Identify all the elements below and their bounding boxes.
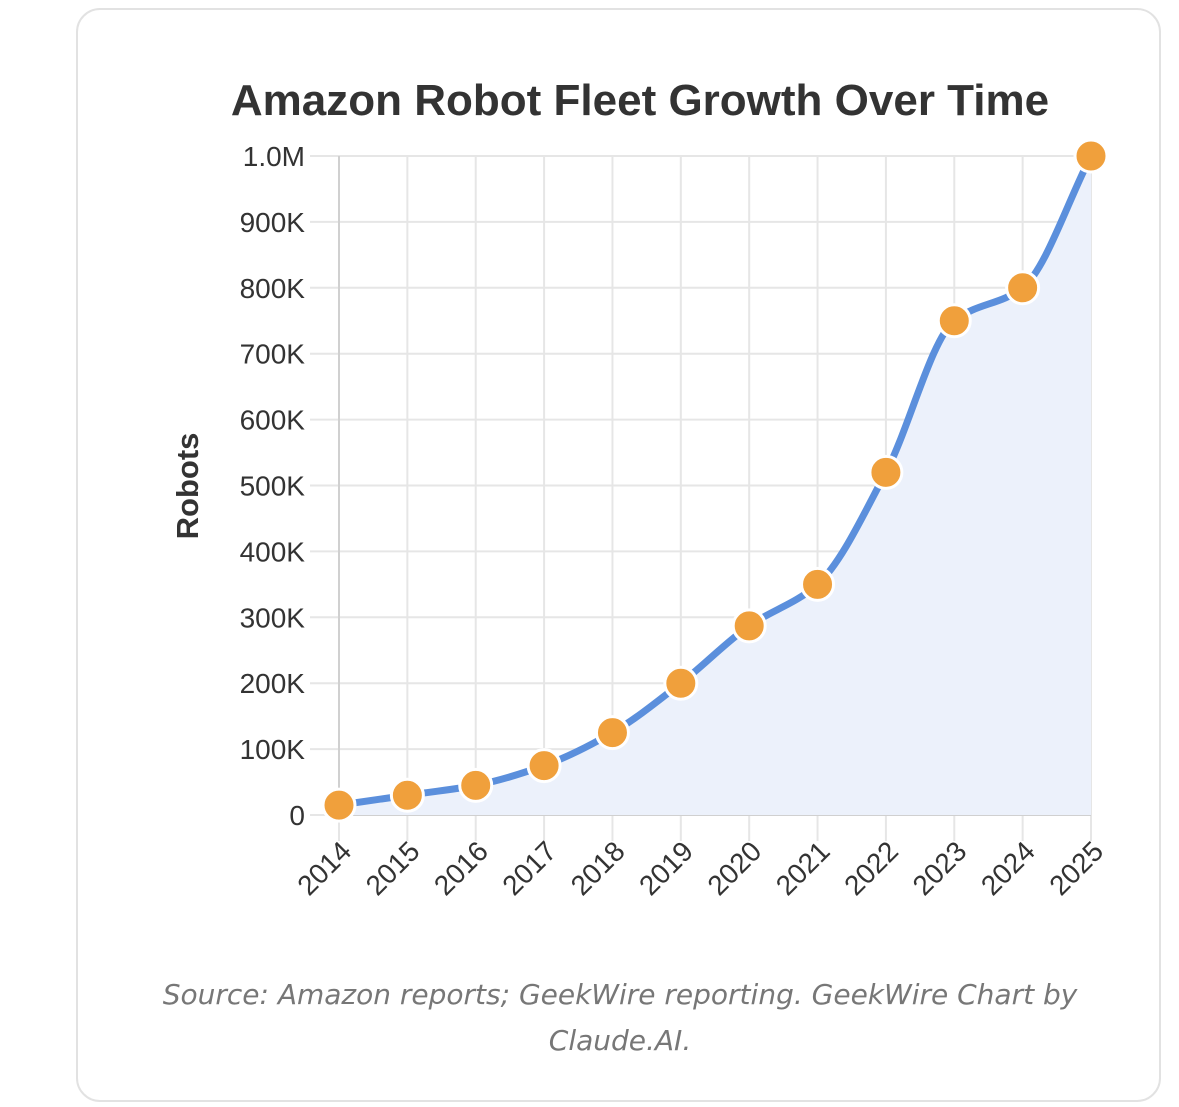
y-tick-label: 400K — [240, 536, 306, 567]
data-point-2021 — [800, 566, 836, 602]
y-tick-label: 0 — [289, 800, 305, 831]
y-tick-label: 100K — [240, 734, 306, 765]
data-point-2018 — [594, 715, 630, 751]
y-tick-label: 600K — [240, 405, 306, 436]
source-note: Source: Amazon reports; GeekWire reporti… — [162, 978, 1078, 1057]
data-point-2014 — [321, 787, 357, 823]
data-point-2017 — [526, 748, 562, 784]
x-tick-label: 2021 — [770, 835, 836, 901]
data-point-2019 — [663, 665, 699, 701]
y-tick-label: 1.0M — [243, 141, 305, 172]
data-point-2023 — [936, 303, 972, 339]
x-tick-label: 2023 — [907, 835, 973, 901]
area-fill — [339, 156, 1091, 815]
x-tick-label: 2018 — [565, 835, 631, 901]
x-tick-label: 2014 — [291, 835, 357, 901]
y-tick-labels: 0 100K 200K 300K 400K 500K 600K 700K 800K 900K 1.0… — [240, 141, 306, 831]
y-tick-label: 900K — [240, 207, 306, 238]
data-point-2022 — [868, 454, 904, 490]
data-point-2025 — [1073, 138, 1109, 174]
y-tick-label: 800K — [240, 273, 306, 304]
data-point-2016 — [458, 767, 494, 803]
x-tick-label: 2020 — [701, 835, 767, 901]
x-tick-label: 2015 — [360, 835, 426, 901]
x-tick-label: 2019 — [633, 835, 699, 901]
x-tick-label: 2022 — [838, 835, 904, 901]
x-tick-label: 2024 — [975, 835, 1041, 901]
chart-title: Amazon Robot Fleet Growth Over Time — [231, 76, 1049, 125]
y-axis-label: Robots — [170, 433, 205, 540]
x-tick-labels: 2014 2015 2016 2017 2018 2019 2020 2021 2022 2023… — [291, 835, 1109, 901]
data-point-2020 — [731, 608, 767, 644]
y-tick-label: 300K — [240, 602, 306, 633]
x-tick-label: 2016 — [428, 835, 494, 901]
x-tick-label: 2025 — [1043, 835, 1109, 901]
data-point-2024 — [1005, 270, 1041, 306]
series-area — [339, 156, 1091, 815]
y-tick-label: 200K — [240, 668, 306, 699]
x-tick-label: 2017 — [496, 835, 562, 901]
y-tick-label: 500K — [240, 471, 306, 502]
data-points — [321, 138, 1109, 823]
data-point-2015 — [389, 777, 425, 813]
y-tick-label: 700K — [240, 339, 306, 370]
